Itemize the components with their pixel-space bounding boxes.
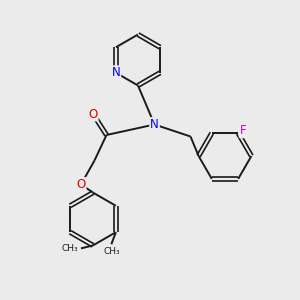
Text: F: F bbox=[240, 124, 246, 137]
Text: O: O bbox=[76, 178, 85, 191]
Text: N: N bbox=[112, 66, 120, 79]
Text: CH₃: CH₃ bbox=[61, 244, 78, 253]
Text: O: O bbox=[88, 107, 98, 121]
Text: CH₃: CH₃ bbox=[103, 247, 120, 256]
Text: N: N bbox=[150, 118, 159, 131]
